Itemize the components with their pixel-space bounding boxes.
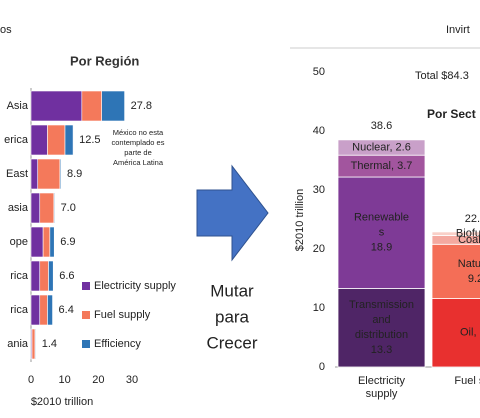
annotation: contemplado es: [112, 138, 165, 147]
x-tick-label: 20: [92, 374, 104, 386]
x-tick-label: 10: [59, 374, 71, 386]
bar-segment: [34, 328, 37, 360]
annotation: parte de: [124, 148, 152, 157]
total-label: 22.9: [465, 213, 480, 225]
bar-segment: [31, 328, 36, 360]
column-segment: [337, 139, 426, 156]
segment-label: Thermal, 3.7: [351, 160, 413, 172]
category-label: East: [6, 168, 28, 180]
category-label: Fuel sup: [454, 375, 480, 387]
total-label: 38.6: [371, 120, 392, 132]
column-segment: [337, 288, 426, 368]
y-tick-label: 0: [319, 361, 325, 373]
bar-segment: [30, 124, 48, 156]
segment-label: Oil, 11: [460, 327, 480, 339]
x-tick-label: 30: [126, 374, 138, 386]
bar-segment: [30, 294, 41, 326]
segment-label: Biofuels: [456, 228, 480, 240]
total-label: 27.8: [131, 100, 152, 112]
category-label: rica: [10, 304, 29, 316]
y-axis-label: $2010 trillion: [294, 189, 306, 251]
bar-segment: [59, 158, 62, 190]
segment-label: distribution: [355, 329, 408, 341]
subtitle: Total $84.3: [415, 70, 469, 82]
column-segment: [431, 231, 480, 236]
column-segment: [337, 176, 426, 289]
slogan-line: Crecer: [206, 333, 257, 352]
x-tick-label: 0: [28, 374, 34, 386]
y-tick-label: 50: [313, 66, 325, 78]
bar-segment: [48, 260, 54, 292]
y-tick-label: 10: [313, 302, 325, 314]
legend-label: Efficiency: [94, 338, 141, 350]
total-label: 12.5: [79, 134, 100, 146]
bar-segment: [81, 90, 103, 122]
category-label: Asia: [7, 100, 29, 112]
category-label: Electricity supply: [357, 375, 406, 400]
bar-segment: [47, 124, 66, 156]
segment-label: Renewable: [354, 212, 409, 224]
bar-segment: [47, 294, 53, 326]
segment-label: Natural: [458, 258, 480, 270]
y-tick-label: 20: [313, 243, 325, 255]
bar-segment: [37, 158, 61, 190]
annotation: América Latina: [113, 158, 164, 167]
bar-segment: [39, 294, 48, 326]
segment-label: Nuclear, 2.6: [352, 141, 411, 153]
legend-swatch: [82, 340, 90, 348]
bar-segment: [49, 226, 55, 258]
segment-label: 18.9: [371, 242, 392, 254]
heading: os: [0, 24, 12, 36]
segment-label: and: [372, 314, 390, 326]
bar-segment: [64, 124, 74, 156]
category-label: ope: [10, 236, 28, 248]
column-segment: [431, 243, 480, 299]
segment-label: Transmission: [349, 299, 414, 311]
chart-title: Por Región: [70, 53, 139, 68]
slogan-line: Mutar: [210, 281, 254, 300]
segment-label: 13.3: [371, 344, 392, 356]
arrow: [196, 164, 269, 262]
bar-segment: [53, 192, 55, 224]
total-label: 6.6: [59, 270, 74, 282]
bar-segment: [30, 260, 41, 292]
y-tick-label: 40: [313, 125, 325, 137]
x-axis-label: $2010 trillion: [31, 396, 93, 408]
total-label: 6.9: [60, 236, 75, 248]
annotation: México no esta: [113, 128, 164, 137]
bar-segment: [42, 226, 51, 258]
total-label: 1.4: [42, 338, 57, 350]
legend-label: Electricity supply: [94, 280, 176, 292]
segment-label: 9.2: [468, 273, 480, 285]
total-label: 7.0: [61, 202, 76, 214]
y-tick-label: 30: [313, 184, 325, 196]
bar-segment: [30, 90, 83, 122]
legend-label: Fuel supply: [94, 309, 151, 321]
legend-swatch: [82, 311, 90, 319]
category-label: ania: [7, 338, 29, 350]
bar-segment: [39, 192, 55, 224]
total-label: 6.4: [59, 304, 74, 316]
bar-segment: [39, 260, 49, 292]
bar-segment: [30, 192, 41, 224]
chart-title: Invirt: [446, 24, 470, 36]
bar-segment: [101, 90, 125, 122]
segment-label: Coal, 1: [458, 234, 480, 246]
category-label: asia: [8, 202, 29, 214]
bar-segment: [30, 226, 44, 258]
legend-swatch: [82, 282, 90, 290]
bar-segment: [30, 158, 39, 190]
segment-label: s: [379, 227, 385, 239]
slogan-line: para: [215, 307, 250, 326]
category-label: erica: [4, 134, 29, 146]
section-title: Por Sect: [427, 107, 476, 121]
total-label: 8.9: [67, 168, 82, 180]
category-label: rica: [10, 270, 29, 282]
